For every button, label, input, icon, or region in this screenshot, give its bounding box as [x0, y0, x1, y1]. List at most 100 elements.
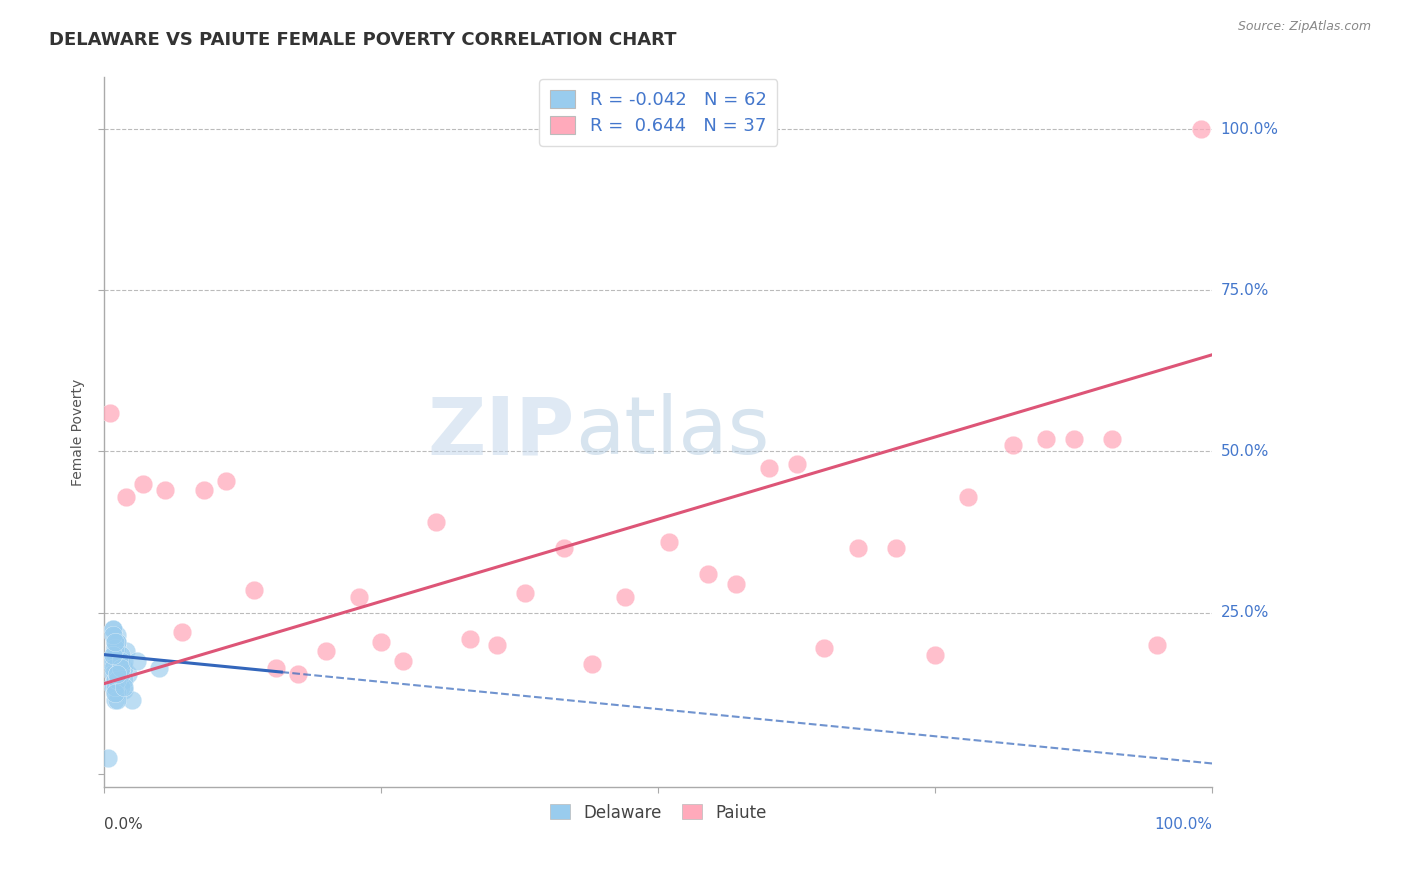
Point [110, 654, 132, 668]
Point [104, 641, 127, 656]
Text: 75.0%: 75.0% [1220, 283, 1268, 298]
Point [458, 632, 481, 646]
Point [97, 751, 120, 765]
Point [242, 583, 264, 598]
Point [110, 667, 132, 681]
Point [264, 660, 287, 674]
Point [110, 660, 132, 674]
Point [115, 490, 138, 504]
Point [105, 634, 128, 648]
Point [110, 657, 132, 672]
Point [105, 673, 128, 688]
Point [104, 680, 127, 694]
Point [370, 634, 392, 648]
Point [127, 654, 149, 668]
Point [425, 516, 447, 530]
Point [104, 634, 127, 648]
Point [98, 654, 121, 668]
Text: ZIP: ZIP [427, 393, 575, 471]
Point [112, 660, 135, 674]
Point [215, 474, 238, 488]
Point [98, 406, 121, 420]
Point [1001, 438, 1024, 452]
Point [392, 654, 415, 668]
Point [121, 693, 143, 707]
Point [105, 634, 128, 648]
Point [581, 657, 603, 672]
Point [104, 634, 127, 648]
Point [101, 628, 124, 642]
Point [101, 667, 124, 681]
Point [104, 664, 127, 678]
Point [110, 660, 132, 674]
Point [105, 673, 128, 688]
Point [148, 660, 170, 674]
Point [110, 648, 132, 662]
Point [104, 673, 127, 688]
Point [105, 686, 128, 700]
Point [110, 667, 132, 681]
Point [105, 641, 128, 656]
Point [104, 667, 127, 681]
Point [104, 686, 127, 700]
Point [104, 641, 127, 656]
Legend: Delaware, Paiute: Delaware, Paiute [543, 797, 773, 828]
Point [153, 483, 176, 498]
Point [110, 680, 132, 694]
Point [110, 673, 132, 688]
Point [110, 660, 132, 674]
Point [486, 638, 509, 652]
Text: Source: ZipAtlas.com: Source: ZipAtlas.com [1237, 20, 1371, 33]
Point [101, 648, 124, 662]
Point [101, 660, 124, 674]
Point [1189, 122, 1212, 136]
Point [101, 622, 124, 636]
Point [104, 680, 127, 694]
Point [813, 641, 835, 656]
Point [104, 686, 127, 700]
Point [105, 670, 128, 684]
Point [105, 667, 128, 681]
Point [1035, 432, 1057, 446]
Point [132, 476, 155, 491]
Text: 25.0%: 25.0% [1220, 605, 1268, 620]
Text: 100.0%: 100.0% [1220, 121, 1278, 136]
Point [110, 654, 132, 668]
Point [104, 673, 127, 688]
Point [101, 622, 124, 636]
Point [104, 648, 127, 662]
Point [115, 644, 138, 658]
Text: 100.0%: 100.0% [1154, 817, 1212, 832]
Point [101, 676, 124, 690]
Point [697, 567, 720, 582]
Point [886, 541, 908, 556]
Point [1101, 432, 1123, 446]
Point [315, 644, 337, 658]
Text: DELAWARE VS PAIUTE FEMALE POVERTY CORRELATION CHART: DELAWARE VS PAIUTE FEMALE POVERTY CORREL… [49, 31, 676, 49]
Point [957, 490, 980, 504]
Point [1146, 638, 1168, 652]
Point [170, 625, 193, 640]
Point [112, 680, 135, 694]
Point [193, 483, 215, 498]
Point [112, 673, 135, 688]
Point [105, 641, 128, 656]
Y-axis label: Female Poverty: Female Poverty [72, 378, 86, 486]
Point [553, 541, 575, 556]
Point [347, 590, 370, 604]
Point [724, 576, 747, 591]
Point [513, 586, 536, 600]
Point [112, 654, 135, 668]
Point [101, 680, 124, 694]
Text: 50.0%: 50.0% [1220, 444, 1268, 459]
Point [104, 634, 127, 648]
Point [101, 654, 124, 668]
Point [658, 534, 681, 549]
Point [105, 660, 128, 674]
Point [924, 648, 946, 662]
Point [613, 590, 636, 604]
Point [758, 460, 780, 475]
Point [101, 648, 124, 662]
Point [105, 693, 128, 707]
Point [105, 680, 128, 694]
